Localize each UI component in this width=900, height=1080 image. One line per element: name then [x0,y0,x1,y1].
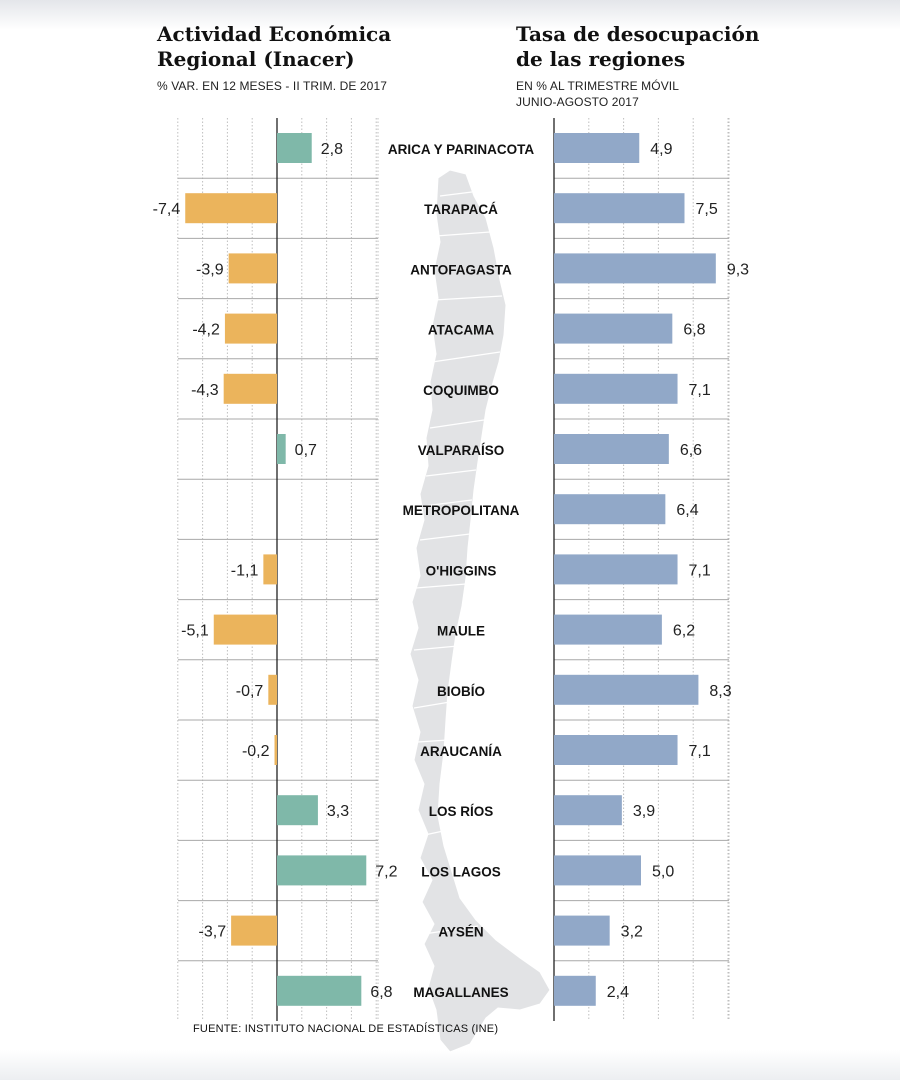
unemployment-bar-tarapaca [554,193,685,224]
unemployment-value-label-metropolitana: 6,4 [676,502,698,519]
unemployment-bar-antofagasta [554,253,716,284]
inacer-value-label-los-lagos: 7,2 [375,863,397,880]
unemployment-bar-arica-y-parinacota [554,133,640,163]
map-region-borders [413,191,503,935]
inacer-bar-coquimbo [223,373,277,404]
chile-map-shape [409,169,551,1053]
unemployment-bar-maule [554,614,662,645]
region-label-los-rios: LOS RÍOS [429,804,494,819]
inacer-bar-antofagasta [228,253,277,284]
inacer-bar-valparaiso [277,434,286,464]
region-label-biobio: BIOBÍO [437,684,485,699]
region-label-valparaiso: VALPARAÍSO [418,443,505,458]
unemployment-value-label-los-rios: 3,9 [633,803,655,820]
region-label-los-lagos: LOS LAGOS [421,864,501,879]
unemployment-value-label-arica-y-parinacota: 4,9 [650,141,672,158]
inacer-value-label-coquimbo: -4,3 [191,382,219,399]
unemployment-bar-atacama [554,313,673,344]
region-label-antofagasta: ANTOFAGASTA [410,262,512,277]
left-chart-subtitle: % VAR. EN 12 MESES - II TRIM. DE 2017 [157,79,387,93]
unemployment-bar-los-rios [554,795,622,826]
inacer-bar-magallanes [277,975,362,1006]
unemployment-value-label-tarapaca: 7,5 [696,201,718,218]
unemployment-bar-coquimbo [554,373,678,404]
unemployment-bar-o-higgins [554,554,678,585]
region-label-maule: MAULE [437,624,485,639]
region-label-aysen: AYSÉN [438,925,483,940]
unemployment-bar-araucania [554,735,678,765]
inacer-bar-maule [213,614,277,645]
unemployment-value-label-aysen: 3,2 [621,924,643,941]
region-label-atacama: ATACAMA [428,323,494,338]
region-label-magallanes: MAGALLANES [413,985,508,1000]
unemployment-value-label-atacama: 6,8 [683,322,705,339]
inacer-value-label-araucania: -0,2 [242,743,270,760]
right-chart-title: Tasa de desocupación de las regiones [516,22,760,71]
right-chart-subtitle: EN % AL TRIMESTRE MÓVIL JUNIO-AGOSTO 201… [516,79,680,109]
unemployment-value-label-biobio: 8,3 [709,683,731,700]
region-label-tarapaca: TARAPACÁ [424,202,498,217]
inacer-value-label-aysen: -3,7 [199,924,227,941]
region-label-arica-y-parinacota: ARICA Y PARINACOTA [388,142,535,157]
inacer-bar-arica-y-parinacota [277,133,312,163]
unemployment-bar-biobio [554,674,699,705]
region-label-o-higgins: O'HIGGINS [426,563,497,578]
inacer-bar-tarapaca [185,193,277,224]
inacer-bar-los-rios [277,795,318,826]
inacer-bar-araucania [274,735,277,765]
unemployment-bar-magallanes [554,975,596,1006]
inacer-bar-los-lagos [277,855,367,886]
inacer-bar-o-higgins [263,554,277,585]
unemployment-value-label-magallanes: 2,4 [607,984,629,1001]
unemployment-value-label-o-higgins: 7,1 [689,562,711,579]
inacer-value-label-tarapaca: -7,4 [153,201,181,218]
unemployment-bar-valparaiso [554,434,669,464]
inacer-value-label-maule: -5,1 [181,623,209,640]
inacer-value-label-valparaiso: 0,7 [295,442,317,459]
unemployment-bar-los-lagos [554,855,641,886]
region-label-araucania: ARAUCANÍA [420,744,502,759]
inacer-value-label-magallanes: 6,8 [370,984,392,1001]
inacer-value-label-antofagasta: -3,9 [196,261,224,278]
labels: 2,8 ARICA Y PARINACOTA 4,9 -7,4 TARAPACÁ 7,5 -… [153,141,750,1001]
inacer-value-label-arica-y-parinacota: 2,8 [321,141,343,158]
inacer-value-label-o-higgins: -1,1 [231,562,259,579]
unemployment-bar-metropolitana [554,494,666,525]
left-chart-title: Actividad Económica Regional (Inacer) [157,22,392,71]
inacer-value-label-los-rios: 3,3 [327,803,349,820]
inacer-bar-atacama [224,313,277,344]
bars [185,133,716,1006]
unemployment-value-label-araucania: 7,1 [689,743,711,760]
inacer-value-label-biobio: -0,7 [236,683,264,700]
unemployment-value-label-los-lagos: 5,0 [652,863,674,880]
region-label-coquimbo: COQUIMBO [423,383,499,398]
inacer-value-label-atacama: -4,2 [192,322,220,339]
inacer-bar-biobio [268,674,277,705]
source-note: FUENTE: INSTITUTO NACIONAL DE ESTADÍSTIC… [193,1023,499,1035]
unemployment-value-label-valparaiso: 6,6 [680,442,702,459]
region-label-metropolitana: METROPOLITANA [403,503,520,518]
inacer-bar-aysen [231,915,277,946]
unemployment-value-label-antofagasta: 9,3 [727,261,749,278]
unemployment-value-label-coquimbo: 7,1 [689,382,711,399]
unemployment-bar-aysen [554,915,610,946]
unemployment-value-label-maule: 6,2 [673,623,695,640]
chile-map-silhouette [409,169,551,1053]
